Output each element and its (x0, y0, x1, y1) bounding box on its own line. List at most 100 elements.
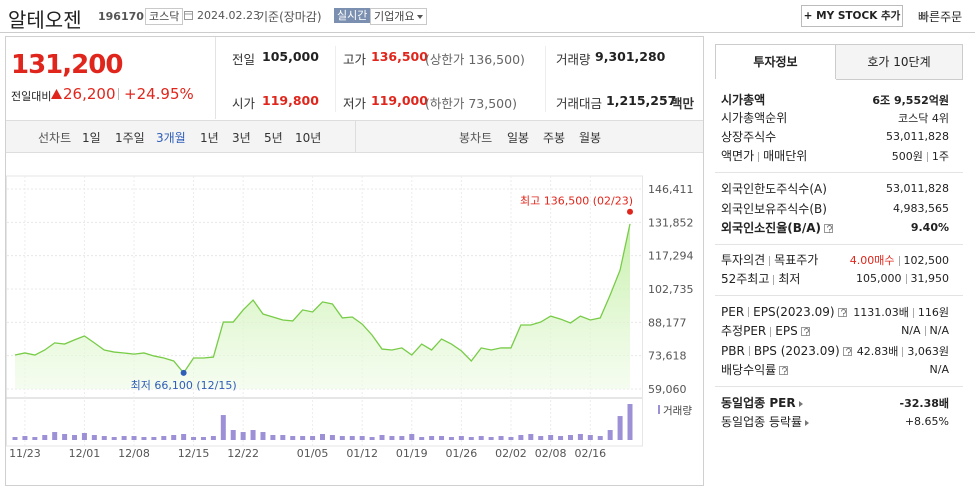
period-tab[interactable]: 5년 (264, 131, 283, 145)
company-button[interactable]: 기업개요 (370, 8, 428, 25)
candle-tab[interactable]: 월봉 (579, 131, 602, 145)
volume-bar (270, 435, 276, 440)
plot-frame (6, 175, 643, 447)
x-tick-label: 11/23 (9, 447, 41, 460)
info-label: PER (721, 304, 745, 319)
my-stock-button[interactable]: + MY STOCK 추가 (801, 5, 903, 27)
info-value: N/A (901, 324, 921, 337)
summary-label: 거래대금 (556, 96, 603, 111)
volume-bar (429, 436, 435, 440)
volume-bar (22, 436, 28, 440)
info-row: 투자의견 목표주가 4.00매수 102,500 (721, 250, 949, 269)
y-tick-label: 88,177 (648, 316, 687, 329)
volume-bar (587, 435, 593, 440)
summary-value: 136,500 (371, 49, 428, 64)
divider (545, 46, 546, 112)
current-price: 131,200 (11, 50, 123, 80)
info-label: 외국인한도주식수(A) (721, 182, 827, 196)
info-value: 53,011,828 (886, 130, 949, 143)
info-label: 52주최고 (721, 272, 770, 286)
period-tab[interactable]: 3년 (232, 131, 251, 145)
up-arrow (51, 89, 62, 99)
summary-note: (하한가 73,500) (425, 96, 517, 111)
volume-bar (329, 435, 335, 440)
volume-bar (488, 437, 494, 440)
volume-bar (617, 416, 623, 440)
period-tab[interactable]: 1년 (200, 131, 219, 145)
x-tick-label: 12/22 (227, 447, 259, 460)
x-tick-label: 01/12 (346, 447, 378, 460)
info-value: 53,011,828 (886, 182, 949, 195)
info-value: 42.83배 (856, 344, 899, 358)
stock-code: 196170 (98, 10, 144, 23)
x-tick-label: 12/01 (69, 447, 101, 460)
y-tick-label: 73,618 (648, 350, 687, 363)
summary-unit: 백만 (671, 96, 695, 111)
volume-bar (240, 432, 246, 440)
low-label: 최저 66,100 (12/15) (131, 379, 237, 392)
volume-bar (528, 434, 534, 440)
volume-bar (81, 432, 87, 440)
volume-bar (538, 436, 544, 440)
divider (0, 32, 975, 33)
candle-tab[interactable]: 일봉 (507, 131, 530, 145)
x-tick-label: 02/02 (495, 447, 527, 460)
change-label: 전일대비 (11, 90, 52, 103)
info-row: 외국인소진율(B/A) 9.40% (721, 218, 949, 237)
info-tab[interactable]: 투자정보 (715, 44, 836, 80)
volume-bar (498, 436, 504, 440)
info-row: 외국인보유주식수(B) 4,983,565 (721, 199, 949, 218)
volume-bar (210, 436, 216, 440)
divider (215, 37, 216, 119)
y-tick-label: 59,060 (648, 383, 687, 396)
info-label: BPS (2023.09) (753, 343, 840, 358)
summary-value: 1,215,257 (606, 93, 677, 108)
info-row: 52주최고 최저 105,000 31,950 (721, 269, 949, 288)
volume-bar (121, 436, 127, 440)
info-tab[interactable]: 호가 10단계 (835, 44, 963, 80)
info-row: 시가총액 6조 9,552억원 (721, 90, 949, 109)
info-value: 4.00매수 (849, 253, 895, 267)
summary-label: 고가 (343, 52, 367, 67)
info-value: 3,063원 (907, 344, 949, 358)
x-tick-label: 12/08 (118, 447, 150, 460)
volume-bar (320, 434, 325, 440)
summary-label: 전일 (232, 52, 256, 67)
volume-bar (181, 434, 187, 440)
info-label: 외국인소진율(B/A) (721, 221, 822, 235)
volume-bar (458, 436, 464, 440)
volume-bar (369, 437, 375, 440)
info-row: 액면가 매매단위 500원 1주 (721, 146, 949, 165)
volume-bar (409, 434, 415, 440)
y-tick-label: 146,411 (648, 183, 694, 196)
summary-value: 119,000 (371, 93, 428, 108)
volume-bar (250, 430, 256, 440)
volume-label: 거래량 (663, 405, 692, 417)
period-tab[interactable]: 3개월 (156, 131, 186, 145)
period-tab[interactable]: 1주일 (115, 131, 145, 145)
info-row: 외국인한도주식수(A) 53,011,828 (721, 179, 949, 198)
divider (335, 46, 336, 112)
period-tab[interactable]: 1일 (82, 131, 101, 145)
info-label: 동일업종 PER (721, 396, 796, 410)
volume-bar (42, 435, 48, 440)
volume-bar (597, 436, 603, 440)
period-tab[interactable]: 10년 (295, 131, 322, 145)
realtime-badge[interactable]: 실시간 (334, 8, 371, 23)
divider (715, 386, 963, 387)
info-value: 500원 (891, 149, 923, 163)
volume-bar (52, 432, 58, 440)
quick-order[interactable]: 빠른주문 (918, 10, 963, 24)
volume-bar (151, 437, 157, 440)
info-value: 116원 (917, 305, 949, 319)
volume-bar (91, 435, 97, 440)
volume-bar (290, 436, 296, 440)
candle-tab[interactable]: 주봉 (543, 131, 566, 145)
volume-bar (280, 435, 286, 440)
divider (715, 244, 963, 245)
info-value: N/A (929, 324, 949, 337)
low-marker (180, 369, 187, 376)
x-tick-label: 01/05 (297, 447, 329, 460)
y-tick-label: 131,852 (648, 216, 694, 229)
